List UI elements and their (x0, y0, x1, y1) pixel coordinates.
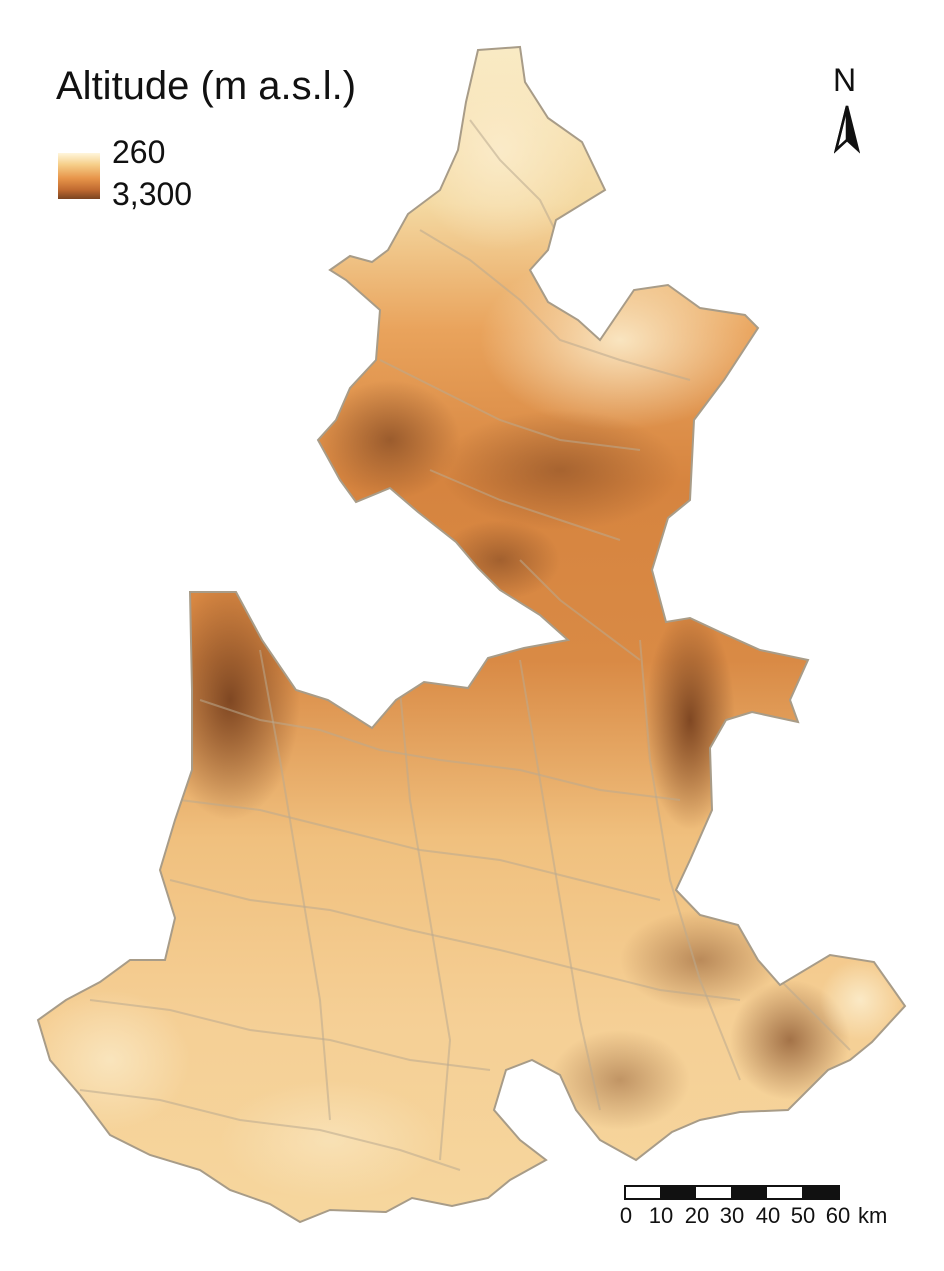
legend-min-label: 260 (112, 134, 166, 170)
scale-tick-50: 50 (790, 1203, 816, 1228)
scale-tick-20: 20 (684, 1203, 710, 1228)
legend-color-ramp (58, 153, 100, 199)
legend-title: Altitude (m a.s.l.) (56, 64, 357, 108)
scale-tick-60: 60 (825, 1203, 851, 1228)
scale-tick-40: 40 (755, 1203, 781, 1228)
north-arrow-icon (834, 105, 860, 154)
scale-tick-0: 0 (619, 1203, 633, 1228)
legend-max-label: 3,300 (112, 176, 193, 212)
scale-unit: km (858, 1203, 888, 1228)
north-letter: N (833, 62, 857, 98)
scale-tick-10: 10 (648, 1203, 674, 1228)
scale-tick-30: 30 (719, 1203, 745, 1228)
municipal-boundaries (79, 119, 851, 1171)
scale-bar (624, 1185, 840, 1200)
